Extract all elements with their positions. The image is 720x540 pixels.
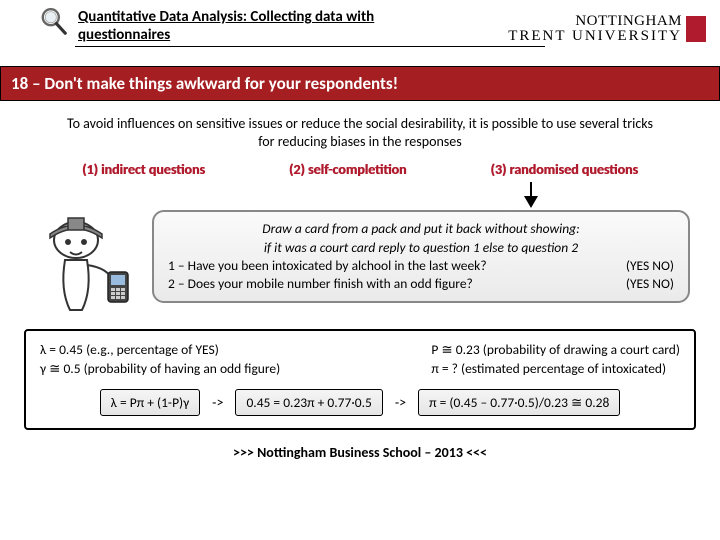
page-title: Quantitative Data Analysis: Collecting d… xyxy=(78,8,418,44)
arrow-right-1: -> xyxy=(212,394,223,411)
intro-text: To avoid influences on sensitive issues … xyxy=(0,101,720,161)
magnifier-icon xyxy=(38,6,70,38)
formula-3: π = (0.45 – 0.77·0.5)/0.23 ≅ 0.28 xyxy=(418,389,620,416)
instruction-box: Draw a card from a pack and put it back … xyxy=(152,210,690,303)
arrow-right-2: -> xyxy=(395,394,406,411)
slide-header: Quantitative Data Analysis: Collecting d… xyxy=(0,0,720,48)
header-divider xyxy=(75,46,545,47)
method-1: (1) indirect questions xyxy=(82,161,205,178)
lambda-def: λ = 0.45 (e.g., percentage of YES) xyxy=(40,341,280,360)
math-box: λ = 0.45 (e.g., percentage of YES) γ ≅ 0… xyxy=(24,329,696,430)
formula-2: 0.45 = 0.23π + 0.77·0.5 xyxy=(235,389,382,416)
logo-badge-icon xyxy=(686,16,706,42)
university-logo: NOTTINGHAM TRENT UNIVERSITY xyxy=(508,14,706,44)
logo-line1: NOTTINGHAM xyxy=(508,14,682,29)
method-3: (3) randomised questions xyxy=(490,161,638,178)
method-2: (2) self-completition xyxy=(289,161,407,178)
slide-footer: >>> Nottingham Business School – 2013 <<… xyxy=(0,444,720,461)
arrow-down-icon xyxy=(522,182,720,208)
question-2-answers: (YES NO) xyxy=(626,275,674,293)
instruction-line2: if it was a court card reply to question… xyxy=(168,239,674,257)
slide-banner: 18 – Don't make things awkward for your … xyxy=(0,66,720,101)
question-2: 2 – Does your mobile number finish with … xyxy=(168,275,473,293)
instruction-line1: Draw a card from a pack and put it back … xyxy=(168,220,674,238)
methods-row: (1) indirect questions (2) self-completi… xyxy=(0,161,720,184)
question-1: 1 – Have you been intoxicated by alchool… xyxy=(168,257,487,275)
pi-def: π = ? (estimated percentage of intoxicat… xyxy=(431,360,680,379)
formula-1: λ = Pπ + (1-P)γ xyxy=(100,389,201,416)
gamma-def: γ ≅ 0.5 (probability of having an odd fi… xyxy=(40,360,280,379)
question-1-answers: (YES NO) xyxy=(626,257,674,275)
cartoon-icon xyxy=(30,210,140,315)
logo-line2: TRENT UNIVERSITY xyxy=(508,29,682,44)
example-row: Draw a card from a pack and put it back … xyxy=(0,210,720,315)
p-def: P ≅ 0.23 (probability of drawing a court… xyxy=(431,341,680,360)
